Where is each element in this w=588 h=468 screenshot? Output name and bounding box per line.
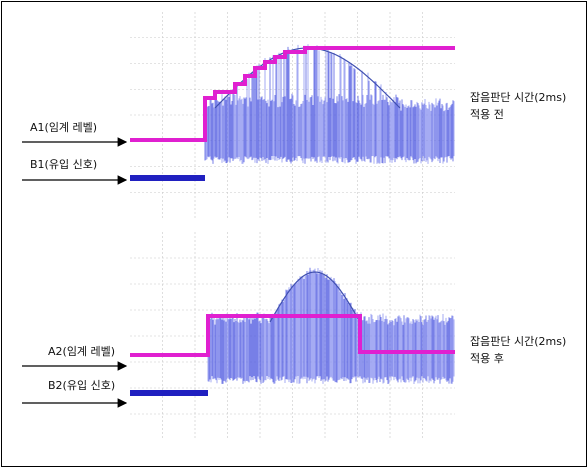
threshold-label: A1(임계 레벨)	[30, 121, 97, 134]
figure: A1(임계 레벨) B1(유입 신호) 잡음판단 시간(2ms) 적용 전 A2…	[0, 0, 588, 468]
threshold-label: A2(임계 레벨)	[48, 345, 115, 358]
scope-bottom	[130, 232, 455, 440]
signal-label: B2(유입 신호)	[48, 379, 115, 392]
signal-label: B1(유입 신호)	[30, 158, 97, 171]
status: 적용 후	[470, 352, 504, 365]
signal-trace	[130, 390, 208, 396]
signal-trace	[130, 175, 205, 181]
note: 잡음판단 시간(2ms)	[470, 91, 566, 104]
status: 적용 전	[470, 108, 504, 121]
scope-top	[130, 12, 455, 218]
note: 잡음판단 시간(2ms)	[470, 335, 566, 348]
